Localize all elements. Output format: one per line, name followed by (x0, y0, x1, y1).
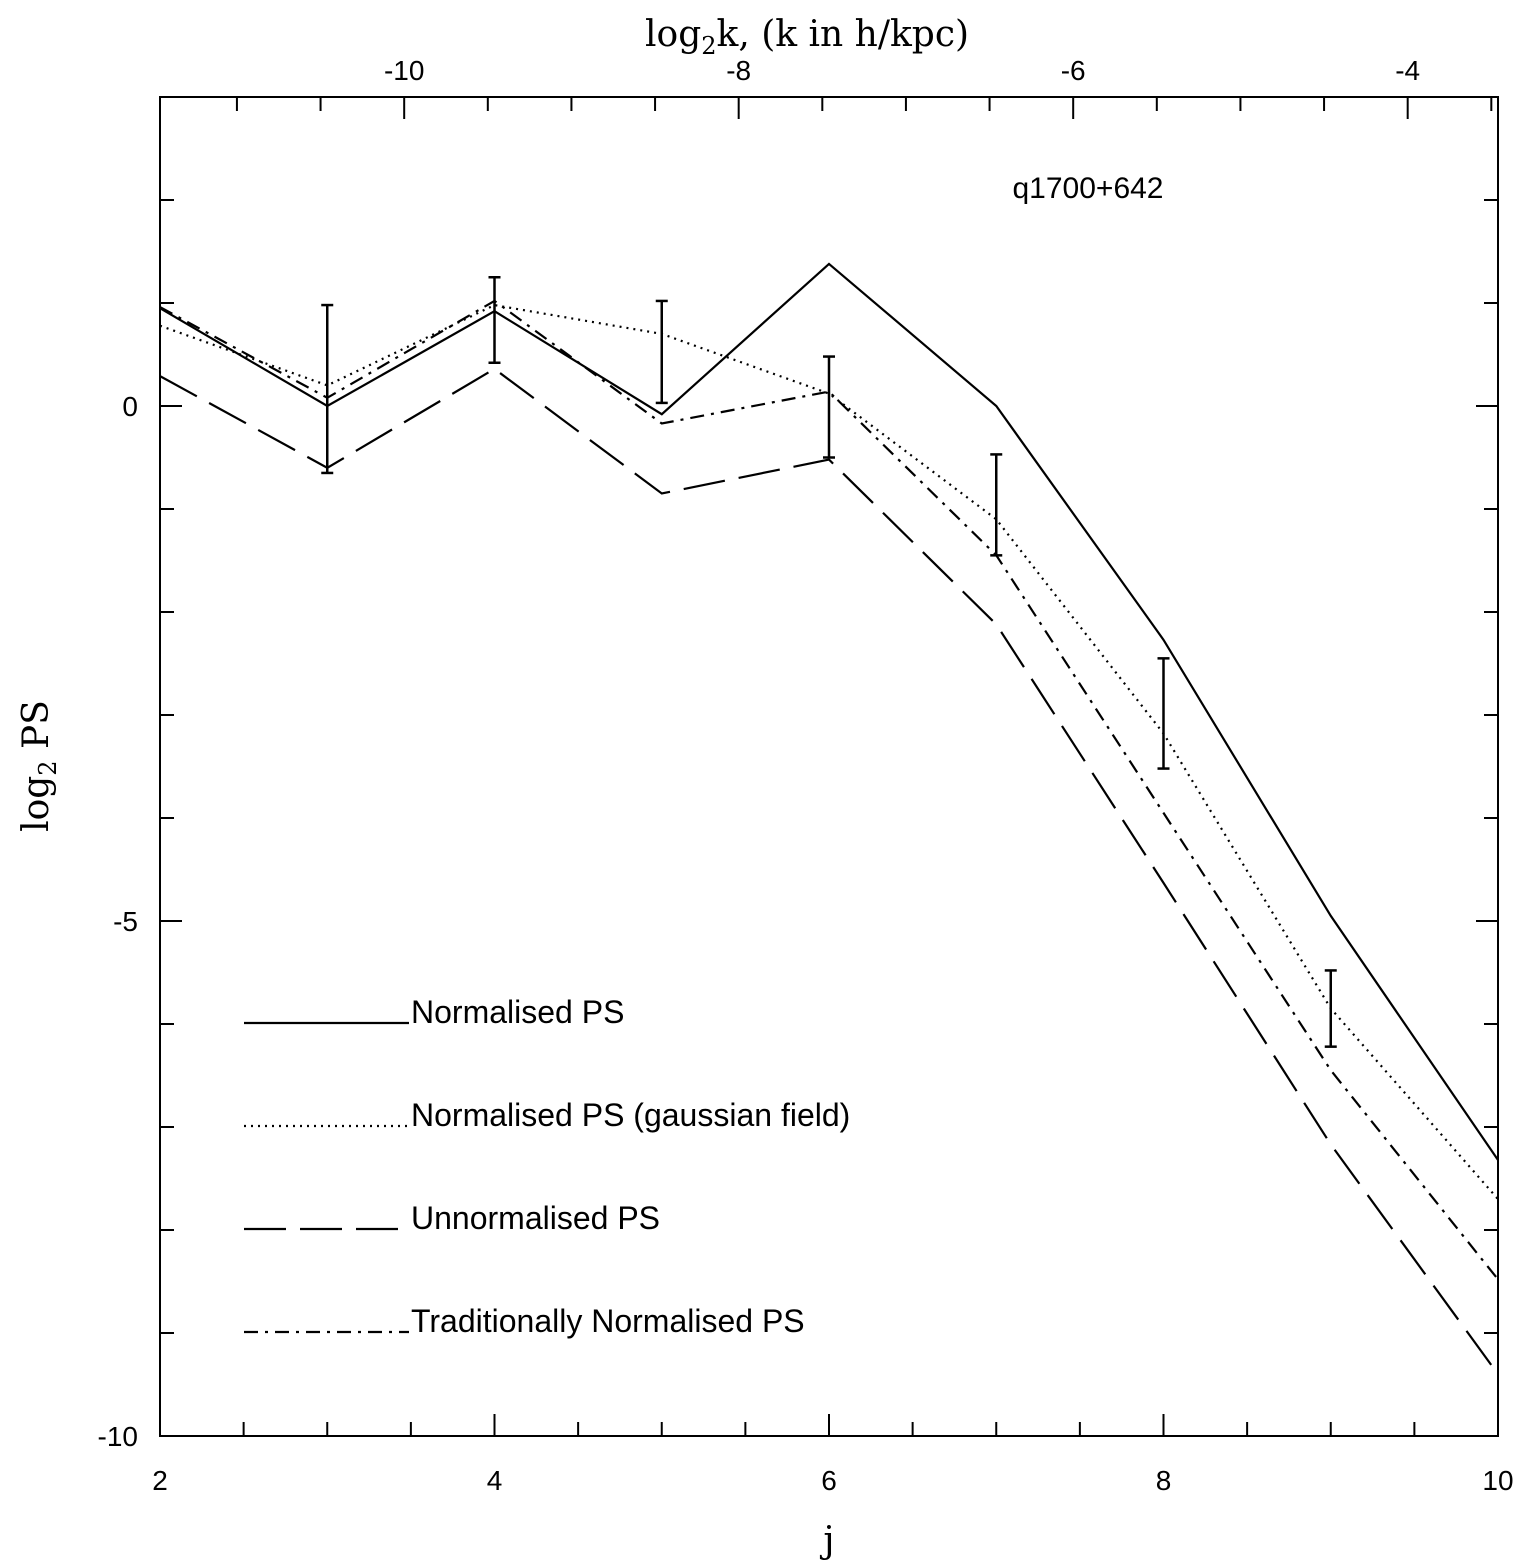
annotation-label: q1700+642 (1013, 172, 1164, 205)
plot-frame (159, 96, 1499, 1437)
legend: Normalised PS Normalised PS (gaussian fie… (244, 994, 850, 1339)
y-axis-title-tail: PS (16, 700, 57, 760)
top-axis-title-subscript: 2 (701, 32, 716, 60)
x-tick-label: 2 (152, 1465, 168, 1496)
top-axis-title-tail: k, (k in h/kpc) (717, 14, 970, 55)
top-tick-label: -8 (726, 55, 751, 86)
top-tick-label: -6 (1061, 55, 1086, 86)
y-tick-label: -10 (98, 1421, 138, 1452)
series-lines (159, 262, 1499, 1375)
bottom-axis-ticks: 2 4 6 8 10 (152, 1414, 1514, 1496)
legend-label: Unnormalised PS (411, 1200, 660, 1236)
series-line-dashdot (159, 299, 1499, 1281)
x-axis-title: j (819, 1520, 834, 1561)
legend-label: Traditionally Normalised PS (411, 1303, 805, 1339)
x-tick-label: 6 (821, 1465, 837, 1496)
top-axis-title: log2k, (k in h/kpc) (645, 14, 969, 60)
series-line-dashed (159, 367, 1499, 1375)
y-tick-label: -5 (113, 906, 138, 937)
series-line-solid (159, 262, 1499, 1161)
x-tick-label: 8 (1156, 1465, 1172, 1496)
x-tick-label: 4 (487, 1465, 503, 1496)
y-axis-title-subscript: 2 (34, 760, 62, 775)
y-tick-label: 0 (122, 391, 138, 422)
series-line-dotted (159, 303, 1499, 1200)
legend-label: Normalised PS (gaussian field) (411, 1097, 850, 1133)
y-axis-title-main: log (16, 776, 57, 832)
error-bars (321, 276, 1337, 1048)
left-axis-ticks: 0 -5 -10 (98, 96, 1498, 1452)
legend-label: Normalised PS (411, 994, 624, 1030)
x-tick-label: 10 (1482, 1465, 1513, 1496)
top-axis-title-main: log (645, 14, 701, 55)
top-axis-ticks: -10 -8 -6 -4 (235, 55, 1493, 119)
top-tick-label: -10 (384, 55, 424, 86)
y-axis-title: log2 PS (16, 700, 62, 832)
top-tick-label: -4 (1395, 55, 1420, 86)
